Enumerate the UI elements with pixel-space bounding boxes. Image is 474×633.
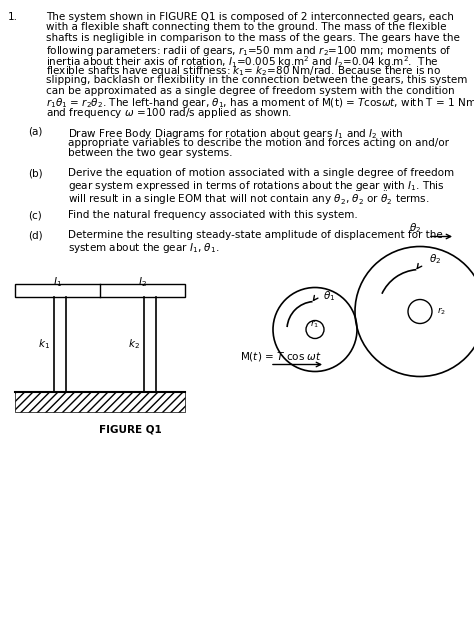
- Text: (d): (d): [28, 230, 43, 241]
- Text: $r_1\theta_1$ = $r_2\theta_2$. The left-hand gear, $\theta_1$, has a moment of M: $r_1\theta_1$ = $r_2\theta_2$. The left-…: [46, 96, 474, 110]
- Text: $r_1$: $r_1$: [310, 319, 319, 330]
- Text: (b): (b): [28, 168, 43, 179]
- Text: flexible shafts have equal stiffness: $k_1$= $k_2$=80 Nm/rad. Because there is n: flexible shafts have equal stiffness: $k…: [46, 65, 441, 78]
- Text: $I_2$: $I_2$: [138, 275, 147, 289]
- Text: will result in a single EOM that will not contain any $\theta_2$, $\dot{\theta}_: will result in a single EOM that will no…: [68, 189, 429, 207]
- Text: shafts is negligible in comparison to the mass of the gears. The gears have the: shafts is negligible in comparison to th…: [46, 33, 460, 43]
- Text: appropriate variables to describe the motion and forces acting on and/or: appropriate variables to describe the mo…: [68, 137, 449, 147]
- Text: slipping, backlash or flexibility in the connection between the gears, this syst: slipping, backlash or flexibility in the…: [46, 75, 467, 85]
- Text: Draw Free Body Diagrams for rotation about gears $I_1$ and $I_2$ with: Draw Free Body Diagrams for rotation abo…: [68, 127, 403, 141]
- Text: gear system expressed in terms of rotations about the gear with $I_1$. This: gear system expressed in terms of rotati…: [68, 179, 445, 193]
- Text: inertia about their axis of rotation, $I_1$=0.005 kg.m$^2$ and $I_2$=0.04 kg.m$^: inertia about their axis of rotation, $I…: [46, 54, 438, 70]
- Text: $I_1$: $I_1$: [53, 275, 62, 289]
- Bar: [15, 391, 185, 411]
- Text: Determine the resulting steady-state amplitude of displacement for the: Determine the resulting steady-state amp…: [68, 230, 443, 241]
- Text: system about the gear $I_1$, $\theta_1$.: system about the gear $I_1$, $\theta_1$.: [68, 241, 219, 255]
- Text: $\theta_2$: $\theta_2$: [409, 222, 421, 235]
- Text: Derive the equation of motion associated with a single degree of freedom: Derive the equation of motion associated…: [68, 168, 454, 179]
- Text: (c): (c): [28, 210, 42, 220]
- Text: can be approximated as a single degree of freedom system with the condition: can be approximated as a single degree o…: [46, 85, 455, 96]
- Text: $k_2$: $k_2$: [128, 337, 140, 351]
- Text: M$(t)$ = $T$ cos $\omega t$: M$(t)$ = $T$ cos $\omega t$: [240, 350, 322, 363]
- Text: Find the natural frequency associated with this system.: Find the natural frequency associated wi…: [68, 210, 358, 220]
- Text: $k_1$: $k_1$: [38, 337, 50, 351]
- Bar: [15, 284, 185, 296]
- Text: with a flexible shaft connecting them to the ground. The mass of the flexible: with a flexible shaft connecting them to…: [46, 23, 447, 32]
- Text: FIGURE Q1: FIGURE Q1: [99, 425, 161, 434]
- Text: (a): (a): [28, 127, 42, 137]
- Text: and frequency $\omega$ =100 rad/s applied as shown.: and frequency $\omega$ =100 rad/s applie…: [46, 106, 292, 120]
- Text: $\theta_1$: $\theta_1$: [323, 290, 335, 303]
- Text: $r_2$: $r_2$: [438, 306, 447, 317]
- Text: The system shown in FIGURE Q1 is composed of 2 interconnected gears, each: The system shown in FIGURE Q1 is compose…: [46, 12, 454, 22]
- Text: following parameters: radii of gears, $r_1$=50 mm and $r_2$=100 mm; moments of: following parameters: radii of gears, $r…: [46, 44, 451, 58]
- Text: 1.: 1.: [8, 12, 18, 22]
- Text: between the two gear systems.: between the two gear systems.: [68, 148, 233, 158]
- Text: $\theta_2$: $\theta_2$: [429, 253, 441, 266]
